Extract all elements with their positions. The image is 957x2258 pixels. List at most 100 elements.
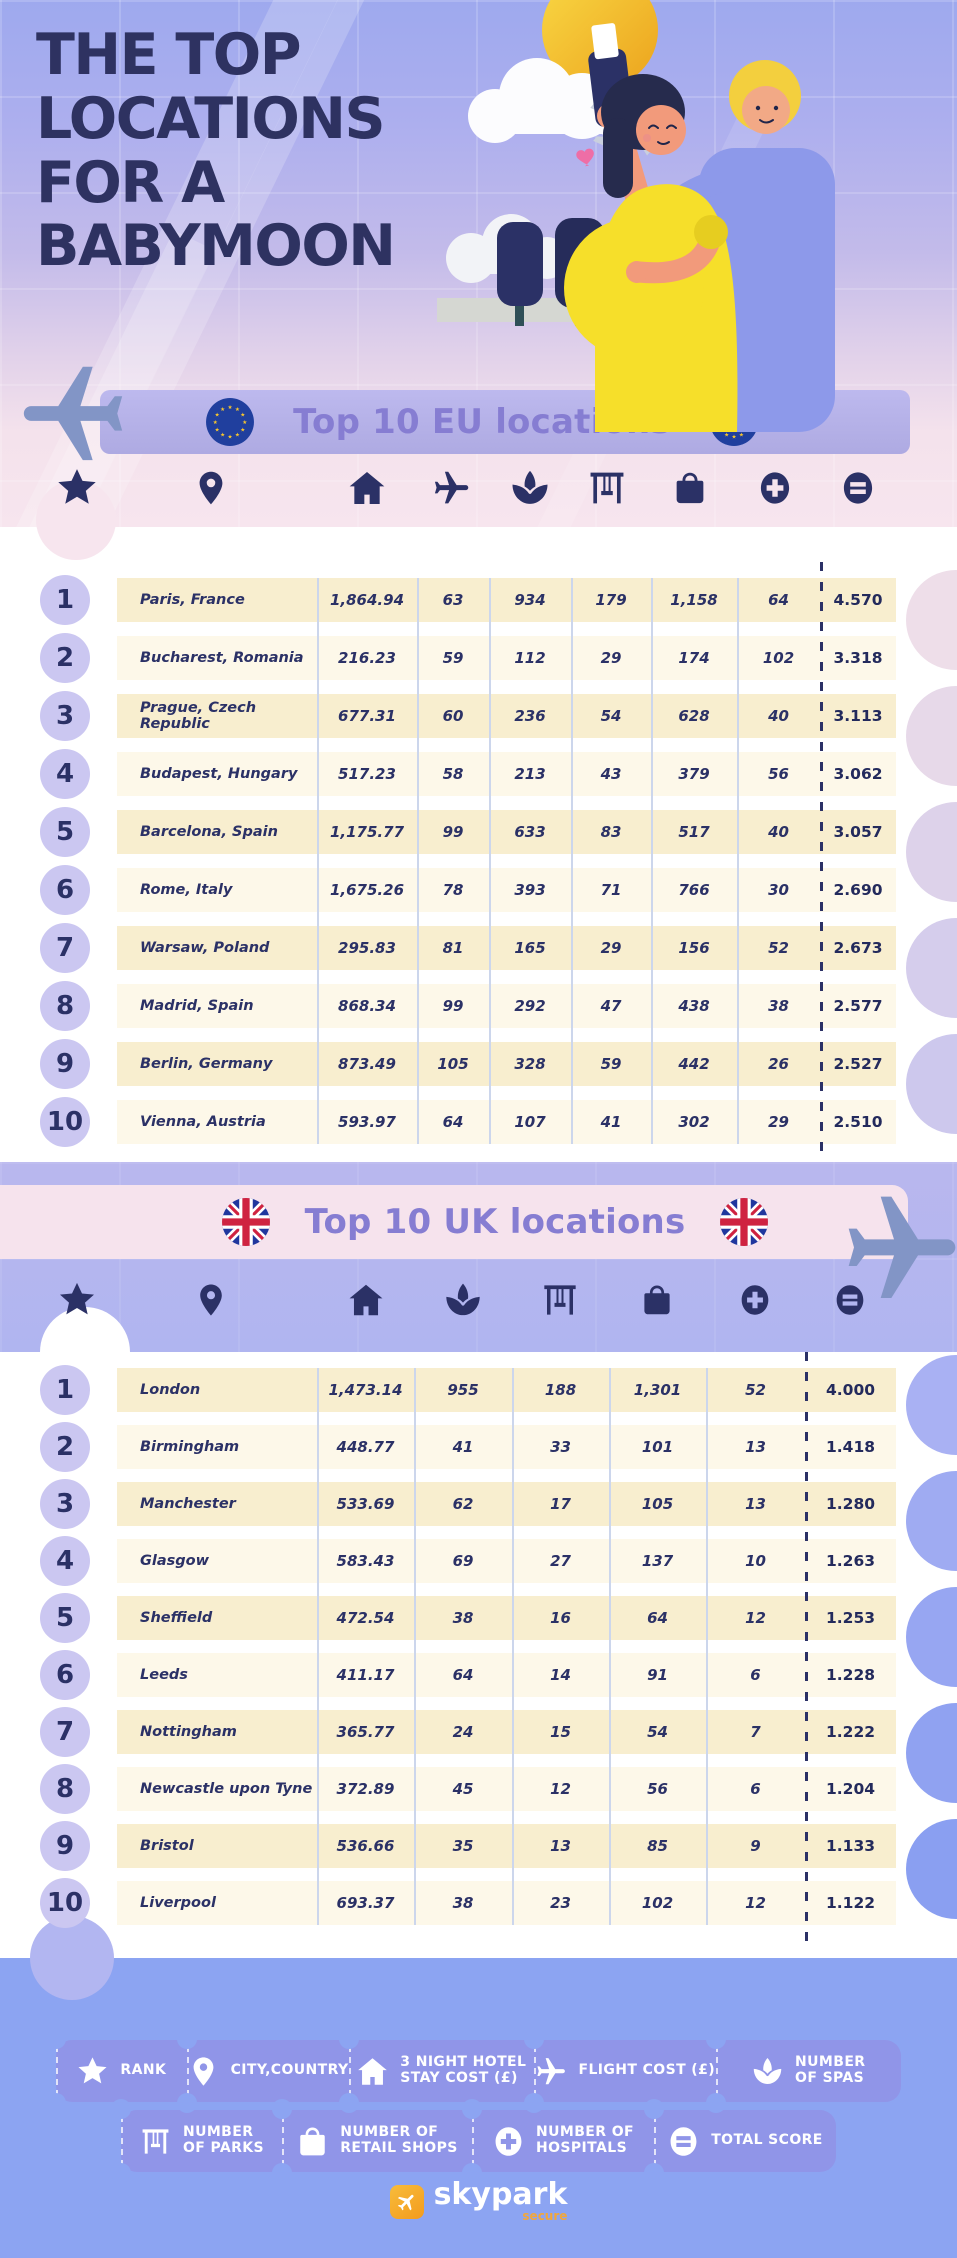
- city-cell: Budapest, Hungary: [140, 766, 298, 782]
- rank-badge: 8: [40, 1764, 90, 1814]
- column-divider: [651, 578, 653, 1144]
- parks-cell: 83: [600, 823, 622, 841]
- ticket-notch: [524, 2093, 545, 2113]
- hospitals-cell: 29: [768, 1113, 789, 1131]
- uk-table: 1 London 1,473.14 955 188 1,301 52 4.000…: [40, 1352, 896, 1943]
- table-row: 8 Madrid, Spain 868.34 99 292 47 438 38 …: [40, 981, 896, 1031]
- spas-cell: 64: [452, 1666, 474, 1684]
- brand-subtitle: secure: [522, 2209, 568, 2223]
- hospitals-cell: 40: [768, 707, 789, 725]
- flight-cost-cell: 63: [442, 591, 464, 609]
- flight-cost-cell: 81: [442, 939, 464, 957]
- legend-separator: [348, 2046, 351, 2096]
- ticket-notch: [644, 2099, 664, 2119]
- column-divider: [417, 578, 419, 1144]
- hotel-cost-cell: 1,864.94: [329, 591, 405, 609]
- shops-cell: 105: [641, 1495, 674, 1513]
- location-pin-icon: [192, 467, 230, 509]
- legend-label: NUMBER OF SPAS: [795, 2054, 866, 2086]
- hospitals-cell: 56: [768, 765, 789, 783]
- floor: [437, 298, 683, 322]
- hospitals-cell: 30: [768, 881, 789, 899]
- total-score-cell: 1.280: [825, 1495, 876, 1513]
- flight-cost-cell: 78: [442, 881, 464, 899]
- parks-cell: 14: [550, 1666, 571, 1684]
- total-score-cell: 3.062: [833, 765, 883, 783]
- hotel-cost-cell: 583.43: [336, 1552, 395, 1570]
- table-row: 9 Bristol 536.66 35 13 85 9 1.133: [40, 1821, 896, 1871]
- table-row: 8 Newcastle upon Tyne 372.89 45 12 56 6 …: [40, 1764, 896, 1814]
- total-score-cell: 1.418: [825, 1438, 876, 1456]
- legend-item: RANK: [46, 2029, 187, 2113]
- spas-cell: 934: [514, 591, 546, 609]
- total-score-cell: 4.570: [833, 591, 883, 609]
- shops-cell: 1,158: [670, 591, 718, 609]
- ticket-notch: [272, 2099, 292, 2119]
- rank-badge: 9: [40, 1039, 90, 1089]
- ticket-notch: [46, 2093, 66, 2113]
- legend-label: NUMBER OF RETAIL SHOPS: [340, 2124, 458, 2156]
- hotel-cost-cell: 1,675.26: [329, 881, 405, 899]
- spas-cell: 165: [514, 939, 546, 957]
- rank-badge: 7: [40, 923, 90, 973]
- parks-cell: 16: [550, 1609, 571, 1627]
- equals-icon: [840, 468, 876, 508]
- spas-cell: 41: [452, 1438, 474, 1456]
- shops-cell: 64: [647, 1609, 668, 1627]
- table-row: 2 Birmingham 448.77 41 33 101 13 1.418: [40, 1422, 896, 1472]
- hospital-cross-icon: [738, 1281, 772, 1319]
- lotus-icon: [509, 467, 551, 509]
- uk-flag-icon: [221, 1197, 271, 1247]
- uk-flag-icon: [719, 1197, 769, 1247]
- table-row: 7 Warsaw, Poland 295.83 81 165 29 156 52…: [40, 923, 896, 973]
- plane-icon: [14, 352, 132, 470]
- star-icon: [57, 1280, 97, 1320]
- scallop-decoration: [906, 1471, 957, 1571]
- star-icon: [76, 2055, 109, 2088]
- eu-table-card: 1 Paris, France 1,864.94 63 934 179 1,15…: [0, 480, 957, 1162]
- skypark-logo-mark: [389, 2184, 424, 2219]
- hospitals-cell: 13: [745, 1495, 766, 1513]
- city-cell: Warsaw, Poland: [140, 940, 270, 956]
- city-cell: Prague, Czech Republic: [140, 700, 257, 732]
- column-divider: [489, 578, 491, 1144]
- hotel-cost-cell: 1,175.77: [329, 823, 405, 841]
- swing-icon: [139, 2125, 172, 2158]
- shops-cell: 517: [678, 823, 710, 841]
- parks-cell: 12: [550, 1780, 571, 1798]
- hospitals-cell: 13: [745, 1438, 766, 1456]
- hotel-cost-cell: 448.77: [336, 1438, 395, 1456]
- hotel-cost-cell: 533.69: [336, 1495, 395, 1513]
- column-divider: [512, 1368, 514, 1925]
- hospitals-cell: 52: [768, 939, 789, 957]
- legend-separator: [121, 2116, 123, 2166]
- table-row: 1 London 1,473.14 955 188 1,301 52 4.000: [40, 1365, 896, 1415]
- rank-badge: 6: [40, 865, 90, 915]
- shops-cell: 442: [678, 1055, 710, 1073]
- hospitals-cell: 64: [768, 591, 789, 609]
- rank-badge: 5: [40, 1593, 90, 1643]
- brand-name: skypark: [433, 2177, 568, 2212]
- scallop-decoration: [906, 686, 957, 786]
- plane-icon: [396, 2191, 418, 2213]
- hospitals-cell: 9: [750, 1837, 761, 1855]
- shops-cell: 302: [678, 1113, 710, 1131]
- flight-cost-cell: 105: [437, 1055, 469, 1073]
- hero-illustration: [437, 0, 835, 432]
- uk-band-title: Top 10 UK locations: [304, 1202, 686, 1242]
- total-score-cell: 1.222: [825, 1723, 876, 1741]
- hotel-cost-cell: 593.97: [338, 1113, 396, 1131]
- rank-badge: 7: [40, 1707, 90, 1757]
- ticket-notch: [524, 2029, 545, 2049]
- rank-badge: 9: [40, 1821, 90, 1871]
- column-divider: [737, 578, 739, 1144]
- uk-table-card: 1 London 1,473.14 955 188 1,301 52 4.000…: [0, 1307, 957, 1958]
- column-divider: [706, 1368, 708, 1925]
- city-cell: Bristol: [140, 1838, 194, 1854]
- flight-cost-cell: 59: [442, 649, 464, 667]
- spas-cell: 38: [452, 1609, 474, 1627]
- spas-cell: 328: [514, 1055, 546, 1073]
- scallop-decoration: [906, 1355, 957, 1455]
- ticket-notch: [705, 2029, 726, 2049]
- rank-badge: 10: [40, 1097, 90, 1147]
